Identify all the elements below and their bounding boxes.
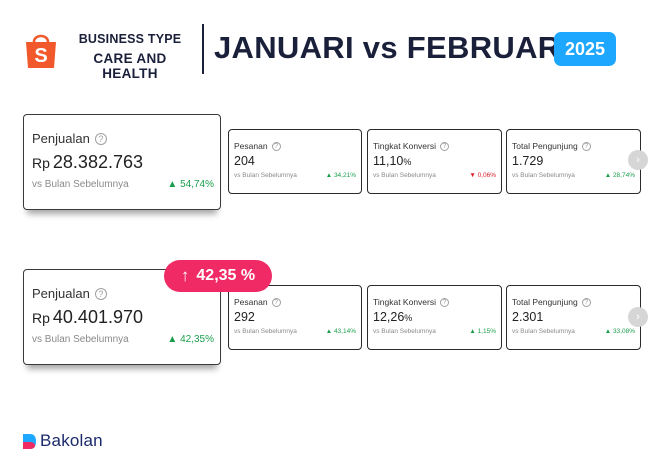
chevron-right-icon[interactable]: › — [628, 150, 648, 170]
visitors-value: 1.729 — [512, 154, 544, 168]
conversion-label: Tingkat Konversi — [373, 141, 436, 151]
help-icon[interactable]: ? — [94, 132, 107, 145]
business-type: BUSINESS TYPE CARE AND HEALTH — [66, 32, 194, 81]
brand-name: Bakolan — [40, 431, 103, 450]
visitors-value: 2.301 — [512, 310, 544, 324]
compare-label: vs Bulan Sebelumnya — [512, 172, 575, 179]
visitors-label: Total Pengunjung — [512, 297, 578, 307]
business-type-value: CARE AND HEALTH — [93, 51, 167, 81]
growth-badge: ↑ 42,35 % — [164, 260, 272, 292]
svg-text:S: S — [34, 45, 47, 67]
help-icon[interactable]: ? — [271, 297, 281, 307]
compare-label: vs Bulan Sebelumnya — [234, 328, 297, 335]
chevron-right-icon[interactable]: › — [628, 307, 648, 327]
conversion-card-january: Tingkat Konversi? 11,10% vs Bulan Sebelu… — [367, 129, 502, 194]
arrow-up-icon: ↑ — [180, 266, 190, 285]
sales-card-january: Penjualan? Rp 28.382.763 vs Bulan Sebelum… — [23, 114, 221, 210]
sales-value: Rp 28.382.763 — [32, 152, 143, 172]
currency-label: Rp — [32, 310, 50, 326]
orders-value: 204 — [234, 154, 255, 168]
header-divider — [202, 24, 204, 74]
change-indicator: ▲ 34,21% — [325, 172, 356, 179]
sales-value: Rp 40.401.970 — [32, 307, 143, 327]
change-indicator: ▲ 54,74% — [167, 179, 214, 190]
growth-value: 42,35 % — [196, 267, 256, 284]
header: S BUSINESS TYPE CARE AND HEALTH JANUARI … — [0, 0, 663, 90]
help-icon[interactable]: ? — [94, 287, 107, 300]
sales-label: Penjualan — [32, 131, 90, 146]
change-indicator: ▲ 33,08% — [604, 328, 635, 335]
sales-label: Penjualan — [32, 286, 90, 301]
bakolan-logo-icon — [23, 433, 36, 449]
conversion-card-february: Tingkat Konversi? 12,26% vs Bulan Sebelu… — [367, 285, 502, 350]
orders-card-january: Pesanan? 204 vs Bulan Sebelumnya ▲ 34,21… — [228, 129, 362, 194]
compare-label: vs Bulan Sebelumnya — [32, 334, 129, 345]
conversion-label: Tingkat Konversi — [373, 297, 436, 307]
shopee-bag-icon: S — [26, 34, 56, 68]
change-indicator: ▲ 1,15% — [469, 328, 496, 335]
change-indicator: ▲ 42,35% — [167, 334, 214, 345]
conversion-value: 11,10% — [373, 154, 412, 168]
orders-card-february: Pesanan? 292 vs Bulan Sebelumnya ▲ 43,14… — [228, 285, 362, 350]
visitors-card-january: Total Pengunjung? 1.729 vs Bulan Sebelum… — [506, 129, 641, 194]
footer-logo: Bakolan — [22, 431, 103, 451]
compare-label: vs Bulan Sebelumnya — [373, 328, 436, 335]
year-badge: 2025 — [554, 32, 616, 66]
compare-label: vs Bulan Sebelumnya — [512, 328, 575, 335]
visitors-label: Total Pengunjung — [512, 141, 578, 151]
orders-label: Pesanan — [234, 297, 268, 307]
compare-label: vs Bulan Sebelumnya — [234, 172, 297, 179]
visitors-card-february: Total Pengunjung? 2.301 vs Bulan Sebelum… — [506, 285, 641, 350]
business-type-label: BUSINESS TYPE — [78, 32, 182, 46]
conversion-value: 12,26% — [373, 310, 413, 324]
help-icon[interactable]: ? — [440, 297, 449, 307]
currency-label: Rp — [32, 155, 50, 171]
change-indicator: ▼ 0,06% — [469, 172, 496, 179]
change-indicator: ▲ 43,14% — [325, 328, 356, 335]
compare-label: vs Bulan Sebelumnya — [373, 172, 436, 179]
help-icon[interactable]: ? — [271, 141, 281, 151]
page-title: JANUARI vs FEBRUARI — [214, 30, 570, 65]
change-indicator: ▲ 28,74% — [604, 172, 635, 179]
orders-label: Pesanan — [234, 141, 268, 151]
orders-value: 292 — [234, 310, 255, 324]
help-icon[interactable]: ? — [440, 141, 449, 151]
help-icon[interactable]: ? — [581, 297, 591, 307]
compare-label: vs Bulan Sebelumnya — [32, 179, 129, 190]
help-icon[interactable]: ? — [581, 141, 591, 151]
